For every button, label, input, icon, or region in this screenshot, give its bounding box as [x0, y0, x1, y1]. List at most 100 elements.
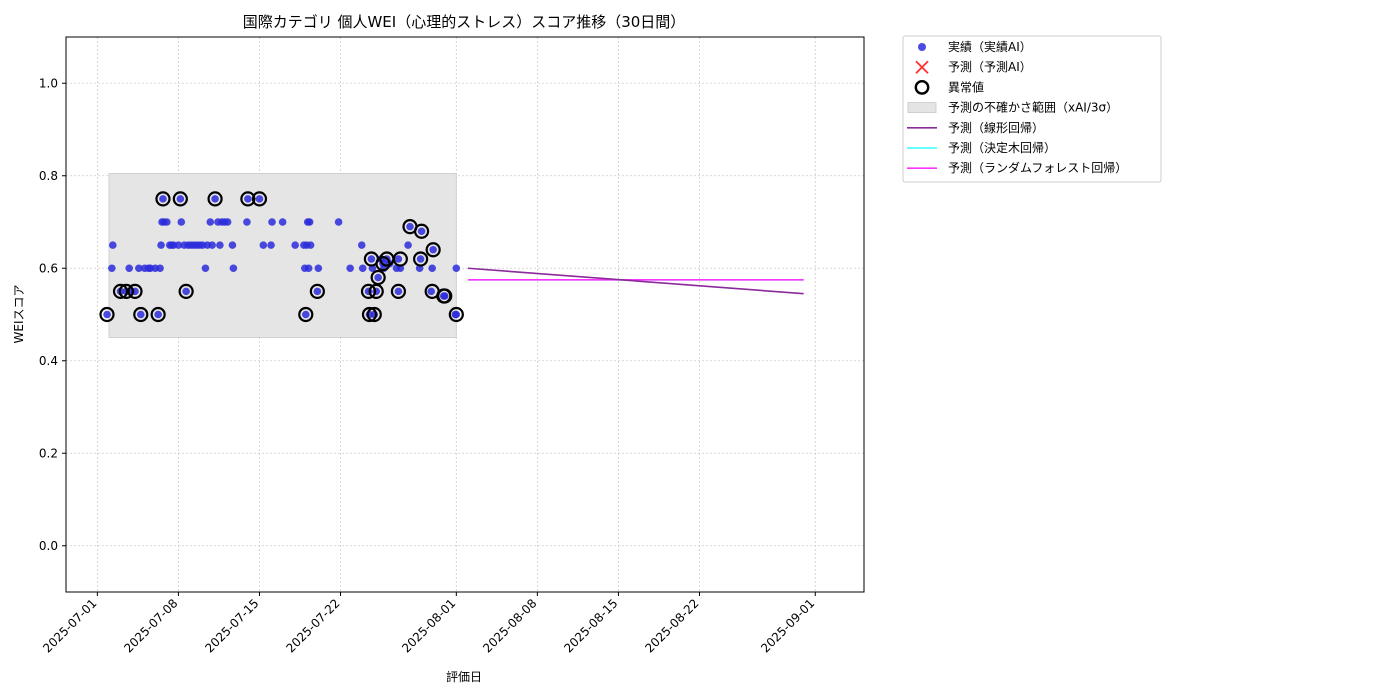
- actual-point: [305, 218, 314, 226]
- anomaly-marker: [390, 283, 407, 299]
- legend-label-predicted_ai: 予測（予測AI）: [948, 60, 1032, 74]
- anomaly-marker: [240, 191, 256, 207]
- anomaly-marker: [392, 251, 408, 267]
- anomaly-marker: [368, 283, 384, 299]
- actual-point: [404, 241, 412, 249]
- actual-point: [452, 264, 461, 273]
- actual-point: [108, 264, 116, 273]
- actual-point: [304, 264, 313, 273]
- anomaly-marker: [413, 223, 430, 239]
- actual-point: [255, 195, 264, 203]
- series-line-linear: [467, 267, 804, 295]
- actual-point: [201, 264, 210, 273]
- actual-point: [427, 287, 436, 296]
- actual-point: [108, 241, 117, 249]
- actual-point: [159, 195, 167, 203]
- actual-point: [103, 310, 111, 319]
- y-axis-label: WEIスコア: [12, 285, 26, 344]
- actual-point: [429, 245, 437, 254]
- legend-label-uncertainty: 予測の不確かさ範囲（xAI/3σ）: [948, 100, 1118, 115]
- actual-point: [174, 241, 183, 249]
- actual-point: [416, 255, 425, 263]
- legend-label-forest: 予測（ランダムフォレスト回帰）: [948, 160, 1127, 175]
- anomaly-marker: [251, 191, 268, 207]
- y-tick-label: 1.0: [39, 76, 58, 90]
- actual-point: [154, 310, 162, 319]
- x-tick-label: 2025-07-22: [283, 596, 342, 655]
- actual-point: [428, 264, 436, 273]
- x-tick-label: 2025-08-08: [480, 596, 539, 655]
- actual-point: [417, 227, 426, 236]
- anomaly-marker: [425, 242, 441, 258]
- actual-point: [125, 264, 134, 273]
- actual-point: [313, 287, 322, 296]
- legend-handle-predicted: [915, 60, 929, 74]
- legend-label-linear: 予測（線形回帰）: [948, 120, 1044, 135]
- actual-point: [244, 195, 252, 203]
- actual-point: [267, 241, 275, 249]
- actual-point: [451, 310, 460, 319]
- actual-point: [367, 255, 376, 263]
- actual-point: [278, 218, 287, 226]
- actual-point: [243, 218, 251, 226]
- anomaly-marker: [375, 256, 391, 272]
- legend-handle-actual: [918, 43, 926, 51]
- anomaly-marker: [133, 306, 149, 323]
- anomaly-marker: [118, 283, 134, 299]
- legend-label-tree: 予測（決定木回帰）: [948, 140, 1056, 155]
- x-tick-label: 2025-08-22: [642, 596, 701, 655]
- legend-handle-uncertainty: [907, 102, 937, 113]
- x-axis-label: 評価日: [446, 669, 482, 684]
- x-tick-label: 2025-07-01: [40, 596, 99, 655]
- anomaly-marker: [366, 306, 382, 323]
- actual-point: [291, 241, 299, 249]
- anomaly-marker: [178, 283, 194, 299]
- plot-frame: [65, 36, 865, 593]
- actual-point: [346, 264, 354, 273]
- x-tick-label: 2025-08-15: [561, 596, 620, 655]
- actual-point: [357, 241, 366, 249]
- anomaly-marker: [155, 191, 171, 207]
- y-tick-label: 0.4: [39, 354, 58, 368]
- y-tick-label: 0.2: [39, 446, 58, 460]
- actual-point: [306, 241, 315, 249]
- anomaly-marker: [413, 251, 429, 267]
- y-tick-label: 0.6: [39, 261, 58, 275]
- x-tick-label: 2025-08-01: [399, 596, 458, 655]
- actual-point: [182, 287, 190, 296]
- actual-point: [223, 218, 232, 226]
- plot-area: 0.0 0.2 0.4 0.6 0.8 1.0 2025-07-01 2025-07-08 20…: [39, 36, 865, 655]
- actual-point: [259, 241, 268, 249]
- x-tick-label: 2025-09-01: [758, 596, 817, 655]
- anomaly-marker: [150, 306, 166, 323]
- actual-point: [268, 218, 276, 226]
- actual-point: [136, 310, 145, 319]
- actual-point: [206, 218, 215, 226]
- actual-point: [135, 264, 143, 273]
- actual-point: [394, 287, 403, 296]
- actual-point: [163, 218, 171, 226]
- y-tick-label: 0.0: [39, 539, 58, 553]
- actual-point: [406, 222, 414, 231]
- actual-point: [394, 255, 403, 263]
- y-tick-label: 0.8: [39, 169, 58, 183]
- actual-point: [440, 292, 449, 300]
- actual-point: [358, 264, 367, 273]
- chart-title: 国際カテゴリ 個人WEI（心理的ストレス）スコア推移（30日間）: [243, 13, 686, 31]
- anomaly-marker: [99, 306, 115, 323]
- actual-point: [334, 218, 343, 226]
- actual-point: [176, 195, 185, 203]
- anomaly-marker: [172, 191, 188, 207]
- actual-point: [156, 264, 164, 273]
- anomaly-marker: [360, 283, 377, 299]
- legend-label-anomaly: 異常値: [948, 79, 984, 94]
- actual-point: [208, 241, 216, 249]
- x-tick-label: 2025-07-15: [202, 596, 261, 655]
- anomaly-marker: [309, 283, 325, 299]
- actual-point: [177, 218, 186, 226]
- legend-label-actual: 実績（実績AI）: [948, 39, 1032, 54]
- actual-point: [314, 264, 323, 273]
- anomaly-marker: [370, 269, 386, 286]
